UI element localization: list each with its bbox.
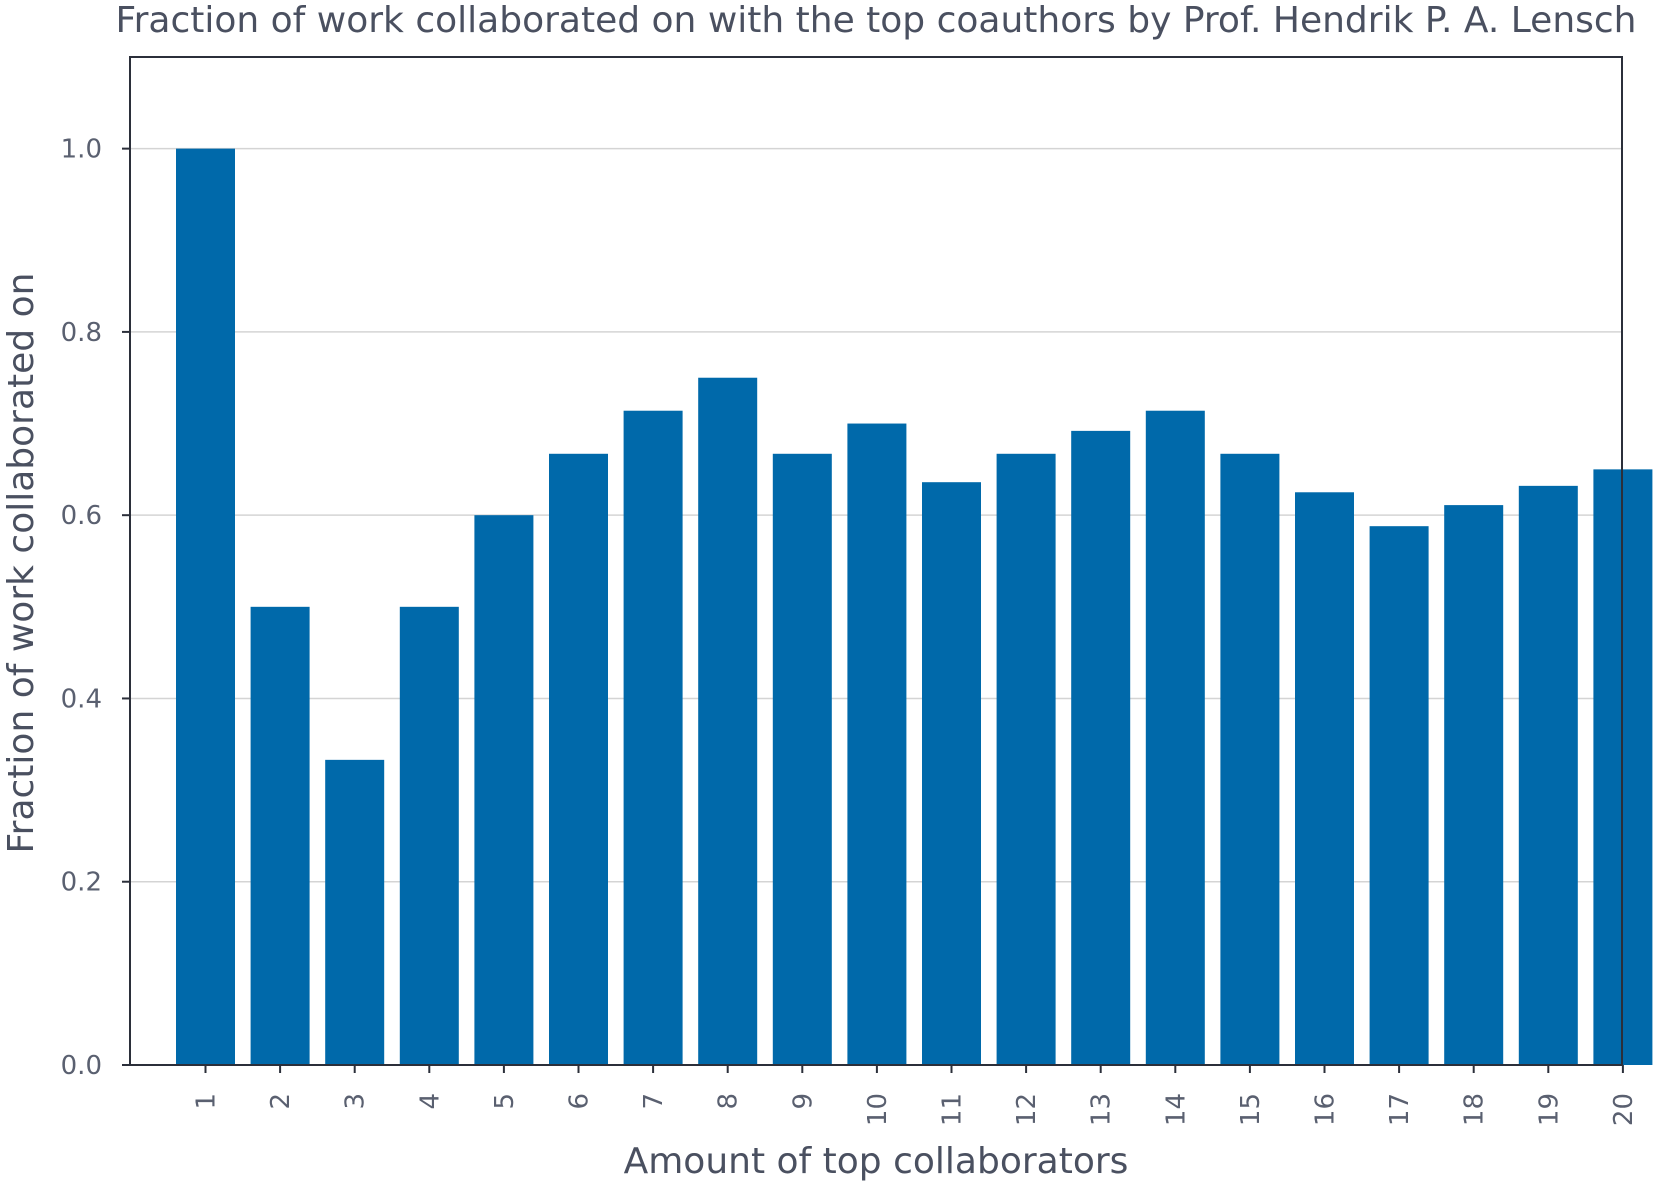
bar-7	[623, 410, 683, 1065]
x-tick-label: 10	[863, 1093, 893, 1126]
y-tick-label: 0.6	[61, 501, 102, 531]
x-tick-label: 2	[266, 1093, 296, 1110]
bar-2	[250, 606, 310, 1065]
bar-18	[1444, 505, 1504, 1065]
bar-16	[1295, 492, 1354, 1066]
x-axis-label: Amount of top collaborators	[624, 1141, 1129, 1182]
bar-10	[847, 423, 907, 1066]
y-tick-label: 0.0	[61, 1051, 102, 1081]
x-tick-label: 6	[565, 1093, 595, 1110]
bar-6	[549, 453, 608, 1065]
x-axis-ticks: 1 2 3 4 5 6 7 8 9 10 11 12 13 14 15 16 17 18 19 20	[192, 1065, 1639, 1126]
x-tick-label: 4	[415, 1093, 445, 1110]
chart-title: Fraction of work collaborated on with th…	[116, 0, 1637, 41]
x-tick-label: 13	[1087, 1093, 1117, 1126]
bar-1	[176, 148, 235, 1066]
x-tick-label: 1	[192, 1093, 222, 1110]
x-tick-label: 12	[1012, 1093, 1042, 1126]
y-tick-label: 0.2	[61, 868, 102, 898]
bar-9	[772, 453, 832, 1065]
y-axis-ticks: 0.0 0.2 0.4 0.6 0.8 1.0	[61, 135, 130, 1081]
bar-14	[1145, 410, 1205, 1065]
x-tick-label: 7	[639, 1093, 669, 1110]
bar-15	[1220, 453, 1280, 1065]
y-tick-label: 0.4	[61, 684, 102, 714]
bar-17	[1369, 526, 1429, 1065]
x-tick-label: 8	[714, 1093, 744, 1110]
x-tick-label: 3	[341, 1093, 371, 1110]
bar-11	[922, 482, 981, 1065]
bar-3	[325, 759, 385, 1065]
x-tick-label: 18	[1460, 1093, 1490, 1126]
bar-4	[399, 606, 459, 1065]
x-tick-label: 20	[1609, 1093, 1639, 1126]
x-tick-label: 15	[1236, 1093, 1266, 1126]
bar-13	[1071, 430, 1131, 1066]
bar-12	[996, 453, 1056, 1065]
bar-19	[1518, 485, 1578, 1066]
x-tick-label: 5	[490, 1093, 520, 1110]
x-tick-label: 11	[938, 1093, 968, 1126]
y-axis-label: Fraction of work collaborated on	[1, 273, 42, 854]
x-tick-label: 14	[1161, 1093, 1191, 1126]
x-tick-label: 9	[788, 1093, 818, 1110]
x-tick-label: 19	[1534, 1093, 1564, 1126]
bars	[176, 148, 1653, 1066]
x-tick-label: 16	[1311, 1093, 1341, 1126]
y-tick-label: 0.8	[61, 318, 102, 348]
bar-8	[698, 377, 758, 1065]
bar-5	[474, 515, 534, 1065]
y-tick-label: 1.0	[61, 135, 102, 165]
x-tick-label: 17	[1385, 1093, 1415, 1126]
